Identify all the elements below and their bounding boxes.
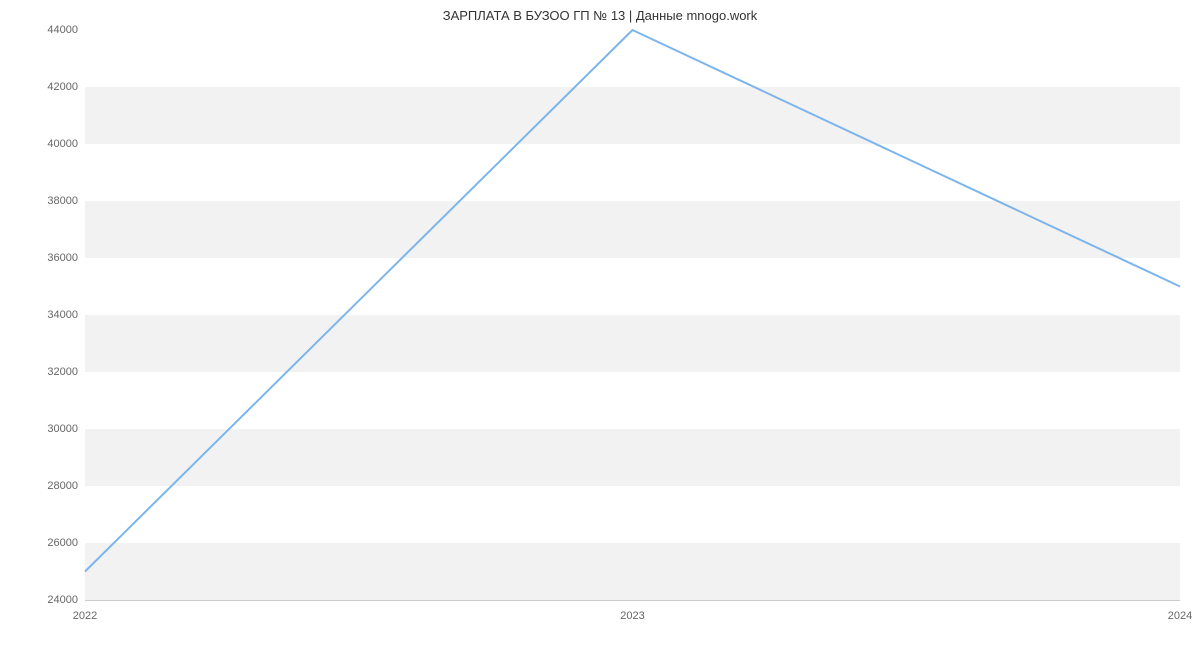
x-tick-label: 2024: [1168, 610, 1192, 622]
y-tick-label: 24000: [30, 594, 78, 606]
y-tick-label: 44000: [30, 24, 78, 36]
y-tick-label: 40000: [30, 138, 78, 150]
chart-title: ЗАРПЛАТА В БУЗОО ГП № 13 | Данные mnogo.…: [0, 8, 1200, 23]
x-axis-line: [85, 600, 1180, 601]
y-tick-label: 38000: [30, 195, 78, 207]
salary-line-chart: ЗАРПЛАТА В БУЗОО ГП № 13 | Данные mnogo.…: [0, 0, 1200, 650]
y-tick-label: 30000: [30, 423, 78, 435]
y-tick-label: 26000: [30, 537, 78, 549]
series-line: [85, 30, 1180, 572]
y-tick-label: 28000: [30, 480, 78, 492]
plot-area: [85, 30, 1180, 600]
x-tick-label: 2022: [73, 610, 97, 622]
y-tick-label: 42000: [30, 81, 78, 93]
y-tick-label: 36000: [30, 252, 78, 264]
x-tick-label: 2023: [620, 610, 644, 622]
y-tick-label: 34000: [30, 309, 78, 321]
y-tick-label: 32000: [30, 366, 78, 378]
line-layer: [85, 30, 1180, 600]
